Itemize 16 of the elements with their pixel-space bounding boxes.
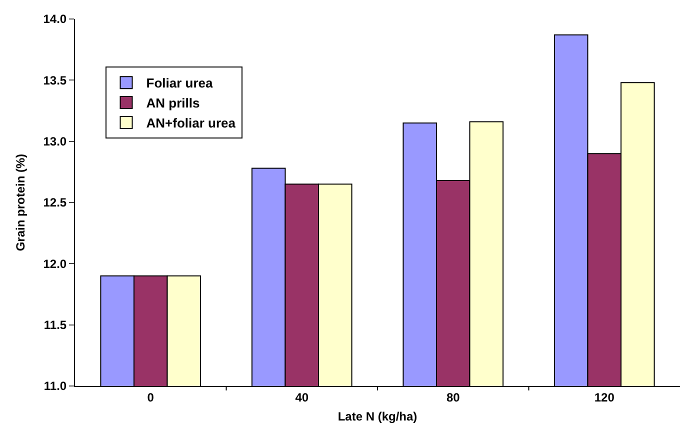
x-tick-label: 40: [295, 390, 309, 404]
y-tick-label: 14.0: [43, 12, 67, 26]
y-tick-label: 11.0: [44, 379, 67, 394]
legend-label: AN+foliar urea: [146, 116, 236, 131]
x-axis-title: Late N (kg/ha): [338, 409, 418, 424]
y-tick-label: 12.5: [43, 196, 67, 210]
x-tick-label: 0: [147, 390, 154, 404]
legend-label: Foliar urea: [146, 76, 214, 91]
x-tick-label: 80: [446, 390, 460, 404]
y-tick-label: 11.5: [44, 318, 67, 332]
y-axis-title: Grain protein (%): [14, 154, 28, 252]
y-tick-label: 12.0: [43, 256, 67, 271]
legend-label: AN prills: [146, 96, 200, 111]
y-tick-label: 13.5: [43, 73, 67, 88]
y-tick-label: 13.0: [43, 134, 67, 149]
x-tick-label: 120: [594, 390, 615, 404]
